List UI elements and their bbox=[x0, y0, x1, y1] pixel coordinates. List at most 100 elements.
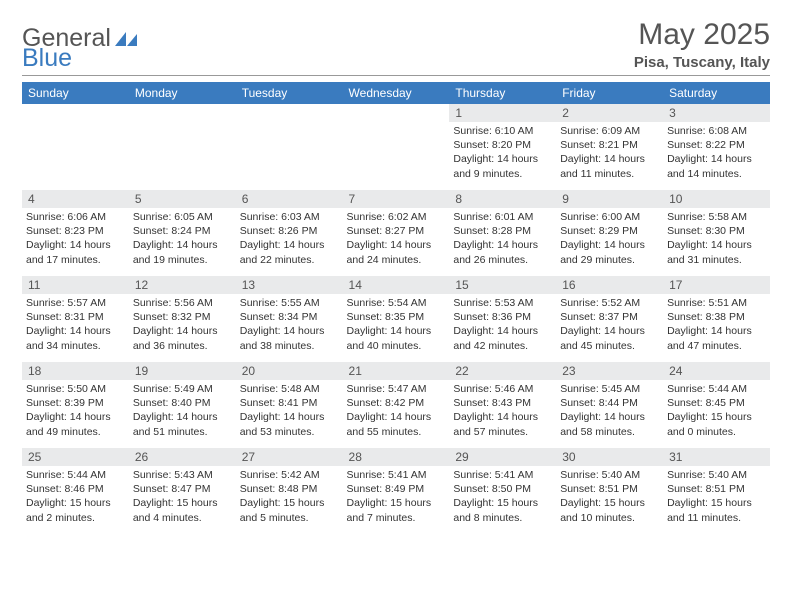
day-cell: 14Sunrise: 5:54 AMSunset: 8:35 PMDayligh… bbox=[343, 276, 450, 362]
day-number: 26 bbox=[129, 448, 236, 466]
day-number: 13 bbox=[236, 276, 343, 294]
day-details: Sunrise: 6:10 AMSunset: 8:20 PMDaylight:… bbox=[449, 122, 556, 185]
day-details: Sunrise: 5:56 AMSunset: 8:32 PMDaylight:… bbox=[129, 294, 236, 357]
day-number: 20 bbox=[236, 362, 343, 380]
empty-cell bbox=[129, 104, 236, 190]
day-details: Sunrise: 5:49 AMSunset: 8:40 PMDaylight:… bbox=[129, 380, 236, 443]
day-number: 11 bbox=[22, 276, 129, 294]
weekday-header: Friday bbox=[556, 82, 663, 104]
day-number: 12 bbox=[129, 276, 236, 294]
day-number: 21 bbox=[343, 362, 450, 380]
day-number: 31 bbox=[663, 448, 770, 466]
day-cell: 8Sunrise: 6:01 AMSunset: 8:28 PMDaylight… bbox=[449, 190, 556, 276]
day-cell: 6Sunrise: 6:03 AMSunset: 8:26 PMDaylight… bbox=[236, 190, 343, 276]
day-cell: 1Sunrise: 6:10 AMSunset: 8:20 PMDaylight… bbox=[449, 104, 556, 190]
weekday-row: SundayMondayTuesdayWednesdayThursdayFrid… bbox=[22, 82, 770, 104]
day-details: Sunrise: 6:06 AMSunset: 8:23 PMDaylight:… bbox=[22, 208, 129, 271]
day-number: 29 bbox=[449, 448, 556, 466]
day-details: Sunrise: 5:58 AMSunset: 8:30 PMDaylight:… bbox=[663, 208, 770, 271]
day-cell: 21Sunrise: 5:47 AMSunset: 8:42 PMDayligh… bbox=[343, 362, 450, 448]
weekday-header: Sunday bbox=[22, 82, 129, 104]
day-cell: 10Sunrise: 5:58 AMSunset: 8:30 PMDayligh… bbox=[663, 190, 770, 276]
day-cell: 7Sunrise: 6:02 AMSunset: 8:27 PMDaylight… bbox=[343, 190, 450, 276]
day-cell: 13Sunrise: 5:55 AMSunset: 8:34 PMDayligh… bbox=[236, 276, 343, 362]
day-number: 30 bbox=[556, 448, 663, 466]
day-cell: 2Sunrise: 6:09 AMSunset: 8:21 PMDaylight… bbox=[556, 104, 663, 190]
day-cell: 16Sunrise: 5:52 AMSunset: 8:37 PMDayligh… bbox=[556, 276, 663, 362]
day-details: Sunrise: 5:51 AMSunset: 8:38 PMDaylight:… bbox=[663, 294, 770, 357]
day-number: 6 bbox=[236, 190, 343, 208]
day-details: Sunrise: 5:43 AMSunset: 8:47 PMDaylight:… bbox=[129, 466, 236, 529]
weekday-header: Monday bbox=[129, 82, 236, 104]
day-cell: 27Sunrise: 5:42 AMSunset: 8:48 PMDayligh… bbox=[236, 448, 343, 534]
day-number: 28 bbox=[343, 448, 450, 466]
day-details: Sunrise: 6:00 AMSunset: 8:29 PMDaylight:… bbox=[556, 208, 663, 271]
day-cell: 25Sunrise: 5:44 AMSunset: 8:46 PMDayligh… bbox=[22, 448, 129, 534]
day-details: Sunrise: 5:44 AMSunset: 8:46 PMDaylight:… bbox=[22, 466, 129, 529]
day-details: Sunrise: 6:08 AMSunset: 8:22 PMDaylight:… bbox=[663, 122, 770, 185]
day-cell: 4Sunrise: 6:06 AMSunset: 8:23 PMDaylight… bbox=[22, 190, 129, 276]
day-number: 16 bbox=[556, 276, 663, 294]
day-cell: 20Sunrise: 5:48 AMSunset: 8:41 PMDayligh… bbox=[236, 362, 343, 448]
day-cell: 18Sunrise: 5:50 AMSunset: 8:39 PMDayligh… bbox=[22, 362, 129, 448]
day-number: 1 bbox=[449, 104, 556, 122]
day-number: 9 bbox=[556, 190, 663, 208]
day-cell: 29Sunrise: 5:41 AMSunset: 8:50 PMDayligh… bbox=[449, 448, 556, 534]
day-number: 25 bbox=[22, 448, 129, 466]
day-number: 18 bbox=[22, 362, 129, 380]
day-details: Sunrise: 5:48 AMSunset: 8:41 PMDaylight:… bbox=[236, 380, 343, 443]
weekday-header: Tuesday bbox=[236, 82, 343, 104]
day-cell: 5Sunrise: 6:05 AMSunset: 8:24 PMDaylight… bbox=[129, 190, 236, 276]
day-cell: 11Sunrise: 5:57 AMSunset: 8:31 PMDayligh… bbox=[22, 276, 129, 362]
day-cell: 26Sunrise: 5:43 AMSunset: 8:47 PMDayligh… bbox=[129, 448, 236, 534]
day-number: 3 bbox=[663, 104, 770, 122]
day-details: Sunrise: 5:52 AMSunset: 8:37 PMDaylight:… bbox=[556, 294, 663, 357]
day-number: 4 bbox=[22, 190, 129, 208]
day-number: 10 bbox=[663, 190, 770, 208]
header: General May 2025 Pisa, Tuscany, Italy bbox=[22, 18, 770, 76]
day-number: 23 bbox=[556, 362, 663, 380]
empty-cell bbox=[343, 104, 450, 190]
day-details: Sunrise: 5:40 AMSunset: 8:51 PMDaylight:… bbox=[663, 466, 770, 529]
day-cell: 9Sunrise: 6:00 AMSunset: 8:29 PMDaylight… bbox=[556, 190, 663, 276]
calendar: SundayMondayTuesdayWednesdayThursdayFrid… bbox=[22, 82, 770, 534]
logo-icon bbox=[115, 24, 137, 53]
day-cell: 19Sunrise: 5:49 AMSunset: 8:40 PMDayligh… bbox=[129, 362, 236, 448]
day-details: Sunrise: 6:09 AMSunset: 8:21 PMDaylight:… bbox=[556, 122, 663, 185]
day-details: Sunrise: 5:47 AMSunset: 8:42 PMDaylight:… bbox=[343, 380, 450, 443]
day-number: 19 bbox=[129, 362, 236, 380]
day-cell: 28Sunrise: 5:41 AMSunset: 8:49 PMDayligh… bbox=[343, 448, 450, 534]
title-location: Pisa, Tuscany, Italy bbox=[634, 54, 770, 71]
day-details: Sunrise: 6:01 AMSunset: 8:28 PMDaylight:… bbox=[449, 208, 556, 271]
day-details: Sunrise: 5:41 AMSunset: 8:50 PMDaylight:… bbox=[449, 466, 556, 529]
day-cell: 22Sunrise: 5:46 AMSunset: 8:43 PMDayligh… bbox=[449, 362, 556, 448]
day-number: 2 bbox=[556, 104, 663, 122]
title-month: May 2025 bbox=[634, 18, 770, 52]
day-details: Sunrise: 5:53 AMSunset: 8:36 PMDaylight:… bbox=[449, 294, 556, 357]
day-number: 5 bbox=[129, 190, 236, 208]
weekday-header: Thursday bbox=[449, 82, 556, 104]
day-details: Sunrise: 6:02 AMSunset: 8:27 PMDaylight:… bbox=[343, 208, 450, 271]
day-number: 15 bbox=[449, 276, 556, 294]
day-details: Sunrise: 5:42 AMSunset: 8:48 PMDaylight:… bbox=[236, 466, 343, 529]
day-details: Sunrise: 6:03 AMSunset: 8:26 PMDaylight:… bbox=[236, 208, 343, 271]
day-details: Sunrise: 5:45 AMSunset: 8:44 PMDaylight:… bbox=[556, 380, 663, 443]
day-number: 17 bbox=[663, 276, 770, 294]
day-details: Sunrise: 5:54 AMSunset: 8:35 PMDaylight:… bbox=[343, 294, 450, 357]
empty-cell bbox=[22, 104, 129, 190]
day-cell: 23Sunrise: 5:45 AMSunset: 8:44 PMDayligh… bbox=[556, 362, 663, 448]
day-number: 22 bbox=[449, 362, 556, 380]
weekday-header: Wednesday bbox=[343, 82, 450, 104]
day-number: 24 bbox=[663, 362, 770, 380]
weekday-header: Saturday bbox=[663, 82, 770, 104]
day-number: 14 bbox=[343, 276, 450, 294]
day-details: Sunrise: 5:50 AMSunset: 8:39 PMDaylight:… bbox=[22, 380, 129, 443]
day-cell: 3Sunrise: 6:08 AMSunset: 8:22 PMDaylight… bbox=[663, 104, 770, 190]
day-details: Sunrise: 5:41 AMSunset: 8:49 PMDaylight:… bbox=[343, 466, 450, 529]
day-details: Sunrise: 5:55 AMSunset: 8:34 PMDaylight:… bbox=[236, 294, 343, 357]
day-details: Sunrise: 6:05 AMSunset: 8:24 PMDaylight:… bbox=[129, 208, 236, 271]
day-cell: 30Sunrise: 5:40 AMSunset: 8:51 PMDayligh… bbox=[556, 448, 663, 534]
day-cell: 24Sunrise: 5:44 AMSunset: 8:45 PMDayligh… bbox=[663, 362, 770, 448]
day-number: 27 bbox=[236, 448, 343, 466]
logo-text-b: Blue bbox=[22, 44, 72, 73]
